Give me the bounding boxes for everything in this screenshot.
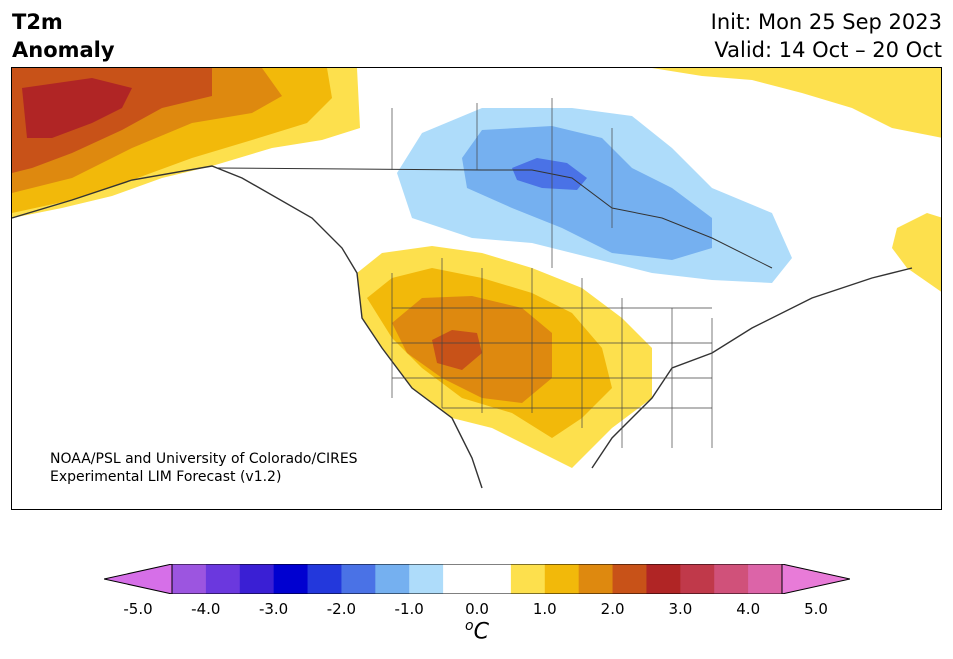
colorbar-tick-label: 5.0 xyxy=(804,600,828,618)
credit-line1: NOAA/PSL and University of Colorado/CIRE… xyxy=(50,451,358,467)
west-us-darkorange xyxy=(432,330,482,370)
anomaly-map: NOAA/PSL and University of Colorado/CIRE… xyxy=(11,67,942,510)
map-title: T2m Anomaly xyxy=(12,8,115,64)
colorbar-tick-label: 4.0 xyxy=(736,600,761,618)
units-degree: o xyxy=(465,618,474,634)
valid-dates: Valid: 14 Oct – 20 Oct xyxy=(714,38,942,62)
credit-line2: Experimental LIM Forecast (v1.2) xyxy=(50,469,282,485)
colorbar-cell xyxy=(680,564,715,594)
title-variable: T2m xyxy=(12,10,63,34)
us-canada-border xyxy=(216,167,773,269)
init-date: Init: Mon 25 Sep 2023 xyxy=(710,10,942,34)
map-canvas xyxy=(12,68,941,489)
colorbar-cell xyxy=(646,564,681,594)
colorbar-tick-label: -1.0 xyxy=(394,600,424,618)
colorbar-cell xyxy=(510,564,546,594)
colorbar-cell xyxy=(612,564,647,594)
colorbar-cell xyxy=(375,564,410,594)
colorbar-cell xyxy=(307,564,342,594)
colorbar-tick-label: 1.0 xyxy=(532,600,557,618)
title-anomaly: Anomaly xyxy=(12,38,115,62)
alaska-red-region xyxy=(22,78,132,138)
colorbar-tick-label: -5.0 xyxy=(123,600,153,618)
colorbar-cell xyxy=(273,564,309,594)
colorbar-ticks: -5.0 -4.0 -3.0 -2.0 -1.0 0.0 1.0 2.0 3.0 4.0 5.0 xyxy=(0,600,953,620)
province-lines xyxy=(391,98,613,268)
colorbar-cell xyxy=(748,564,783,594)
state-lines xyxy=(391,258,713,448)
colorbar-cell xyxy=(239,564,275,594)
colorbar-cell xyxy=(544,564,580,594)
colorbar-tick-label: -4.0 xyxy=(191,600,221,618)
colorbar-max-arrow xyxy=(781,564,850,594)
colorbar-cell xyxy=(477,564,512,594)
forecast-dates: Init: Mon 25 Sep 2023 Valid: 14 Oct – 20… xyxy=(711,8,942,64)
colorbar-cell xyxy=(578,564,614,594)
colorbar xyxy=(104,564,850,594)
colorbar-cell xyxy=(341,564,376,594)
colorbar-cell xyxy=(172,564,207,594)
canada-cold-blue xyxy=(462,126,712,260)
colorbar-tick-label: 3.0 xyxy=(668,600,693,618)
colorbar-min-arrow xyxy=(104,564,173,594)
labrador-warm-region xyxy=(892,213,941,292)
units-letter: C xyxy=(473,619,489,645)
colorbar-tick-label: 0.0 xyxy=(465,600,489,618)
colorbar-tick-label: -2.0 xyxy=(326,600,357,618)
colorbar-tick-label: 2.0 xyxy=(600,600,625,618)
colorbar-tick-label: -3.0 xyxy=(258,600,289,618)
credit-text: NOAA/PSL and University of Colorado/CIRE… xyxy=(50,450,358,486)
colorbar-cell xyxy=(409,564,444,594)
colorbar-cell xyxy=(714,564,749,594)
colorbar-cell xyxy=(205,564,241,594)
colorbar-units: oC xyxy=(465,618,489,644)
greenland-warm-region xyxy=(652,68,941,138)
colorbar-cell xyxy=(443,564,478,594)
